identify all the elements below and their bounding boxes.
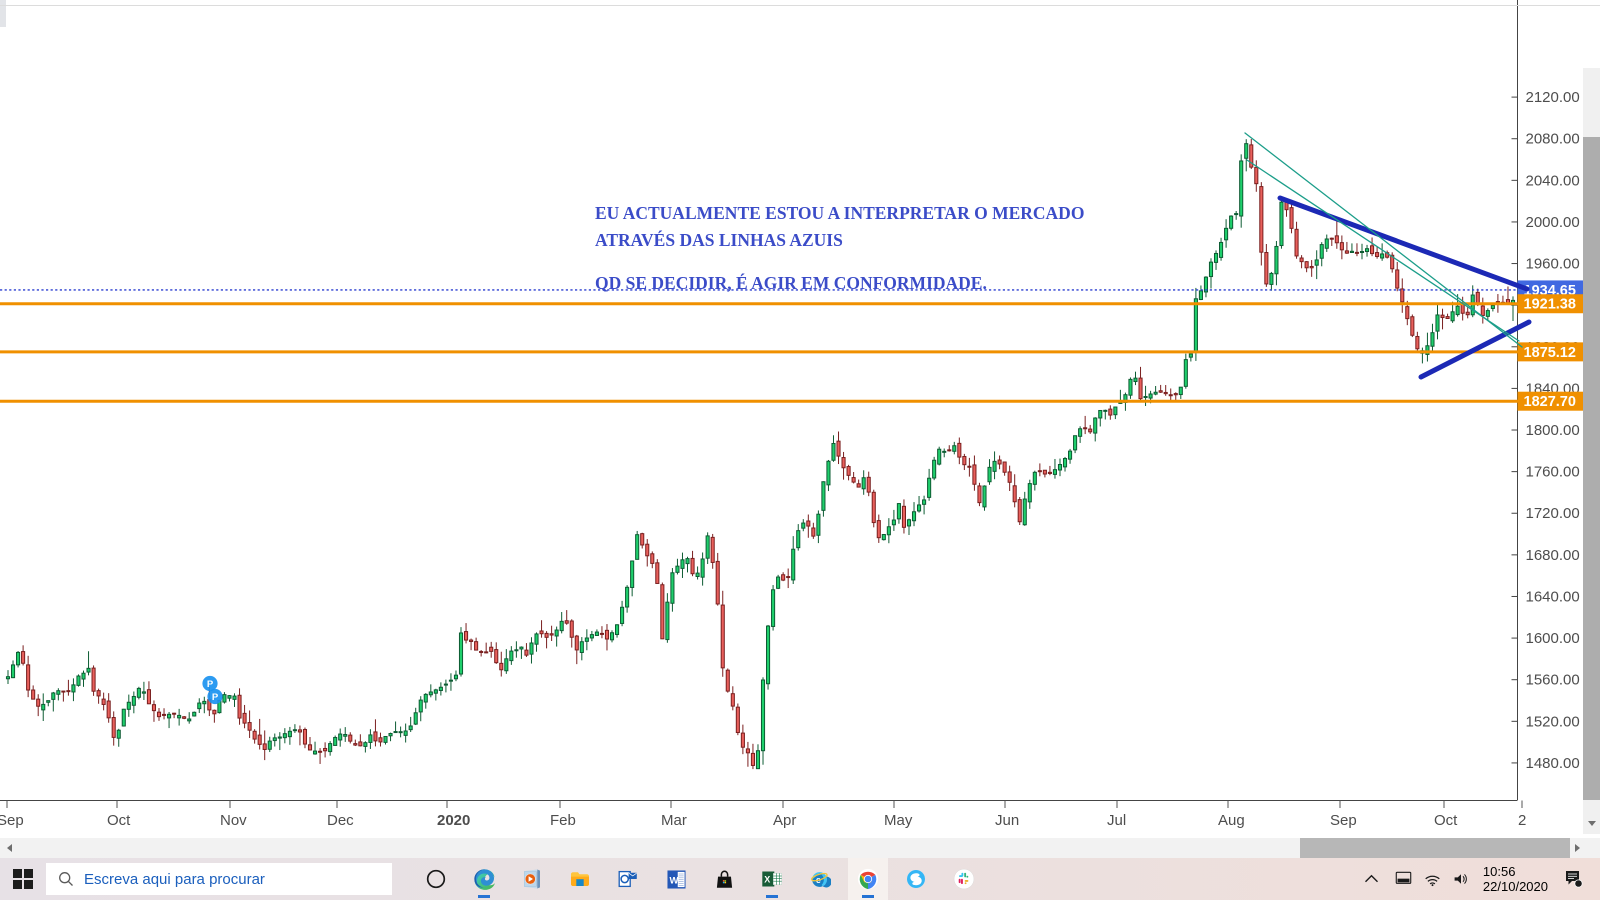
- svg-text:2120.00: 2120.00: [1526, 89, 1580, 106]
- svg-text:Nov: Nov: [220, 812, 247, 829]
- svg-text:1720.00: 1720.00: [1526, 505, 1580, 522]
- svg-text:Mar: Mar: [661, 812, 687, 829]
- svg-text:1827.70: 1827.70: [1524, 394, 1576, 410]
- svg-text:1680.00: 1680.00: [1526, 547, 1580, 564]
- svg-text:1800.00: 1800.00: [1526, 422, 1580, 439]
- svg-text:Dec: Dec: [327, 812, 354, 829]
- svg-text:Oct: Oct: [107, 812, 131, 829]
- svg-text:Oct: Oct: [1434, 812, 1458, 829]
- svg-text:X: X: [764, 874, 770, 884]
- svg-text:1960.00: 1960.00: [1526, 256, 1580, 273]
- svg-text:1640.00: 1640.00: [1526, 588, 1580, 605]
- svg-text:Sep: Sep: [1330, 812, 1357, 829]
- svg-text:Aug: Aug: [1218, 812, 1245, 829]
- svg-text:2020: 2020: [437, 812, 470, 829]
- svg-text:1921.38: 1921.38: [1524, 297, 1576, 313]
- svg-text:May: May: [884, 812, 913, 829]
- svg-text:1760.00: 1760.00: [1526, 464, 1580, 481]
- svg-text:Feb: Feb: [550, 812, 576, 829]
- svg-text:P: P: [212, 692, 219, 703]
- svg-text:Sep: Sep: [0, 812, 24, 829]
- svg-text:1600.00: 1600.00: [1526, 630, 1580, 647]
- svg-text:1480.00: 1480.00: [1526, 755, 1580, 772]
- svg-text:P: P: [207, 679, 214, 690]
- svg-text:2: 2: [1518, 812, 1526, 829]
- svg-text:Jul: Jul: [1107, 812, 1126, 829]
- svg-text:2040.00: 2040.00: [1526, 172, 1580, 189]
- svg-text:1560.00: 1560.00: [1526, 672, 1580, 689]
- svg-text:1875.12: 1875.12: [1524, 345, 1576, 361]
- svg-text:Jun: Jun: [995, 812, 1019, 829]
- svg-text:2000.00: 2000.00: [1526, 214, 1580, 231]
- svg-text:2080.00: 2080.00: [1526, 131, 1580, 148]
- svg-text:W: W: [669, 875, 678, 886]
- svg-text:1520.00: 1520.00: [1526, 713, 1580, 730]
- svg-text:Apr: Apr: [773, 812, 796, 829]
